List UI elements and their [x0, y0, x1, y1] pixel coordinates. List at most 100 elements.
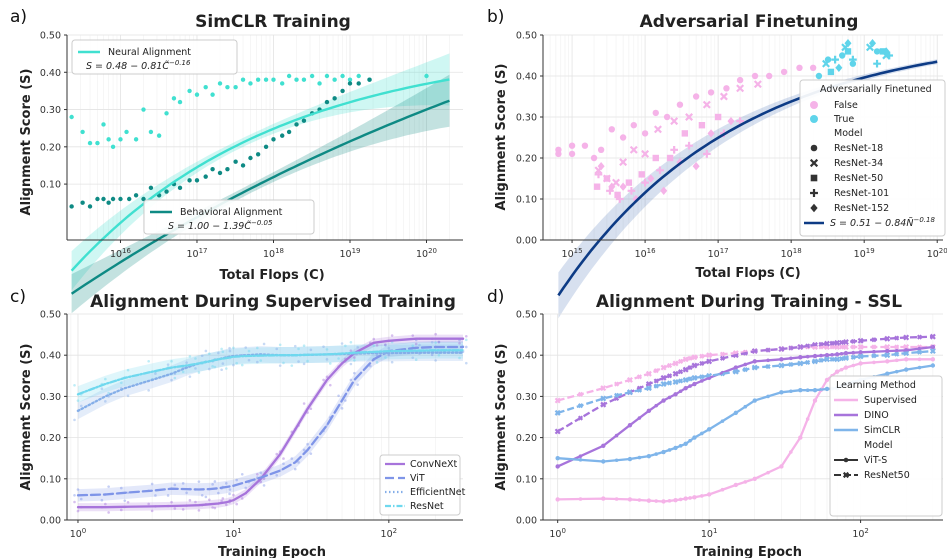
panel-c: c) Alignment During Supervised Training …: [10, 287, 468, 558]
data-point: [194, 367, 197, 370]
data-point: [736, 76, 744, 84]
data-point: [641, 178, 649, 187]
data-point: [166, 363, 170, 366]
data-point: [79, 497, 83, 501]
y-tick-label: 0.20: [40, 433, 61, 444]
data-point: [154, 372, 157, 375]
data-point: [147, 359, 150, 363]
data-point: [367, 77, 372, 82]
data-point: [224, 482, 228, 485]
fit-line: [70, 78, 450, 272]
x-tick-label: 1018: [781, 247, 802, 260]
data-point: [87, 204, 93, 209]
data-point: [107, 511, 110, 514]
data-point: [414, 342, 418, 346]
legend-label: EfficientNet: [410, 487, 466, 498]
panel-label: b): [487, 7, 504, 27]
panel-a: a) SimCLR Training Total Flops (C) Align…: [10, 7, 463, 314]
data-point: [317, 81, 322, 86]
data-point: [629, 145, 638, 154]
data-point: [256, 472, 259, 476]
data-point: [353, 359, 356, 362]
data-point: [340, 88, 345, 94]
y-tick-label: 0.50: [516, 31, 537, 42]
data-point: [187, 178, 192, 183]
data-point: [464, 345, 468, 349]
data-point: [822, 59, 830, 68]
x-tick-label: 101: [225, 527, 242, 540]
legend-marker: [810, 203, 818, 213]
y-axis-label: Alignment Score (S): [494, 64, 509, 211]
data-point: [656, 166, 664, 175]
data-point: [263, 144, 269, 150]
data-point: [73, 493, 76, 497]
panel-b: b) Adversarial Finetuning Total Flops (C…: [487, 7, 947, 319]
legend-marker: [809, 158, 819, 168]
data-point: [290, 364, 294, 367]
data-point: [302, 402, 306, 405]
data-point: [873, 59, 881, 68]
data-point: [809, 64, 817, 72]
data-point: [306, 359, 309, 363]
data-point: [349, 362, 353, 366]
data-point: [247, 358, 251, 362]
data-point: [185, 491, 188, 495]
data-point: [210, 166, 215, 172]
series-line: [76, 345, 465, 497]
data-point: [73, 383, 76, 387]
legend-label: True: [833, 114, 854, 125]
data-point: [141, 196, 146, 202]
data-point: [208, 498, 211, 502]
data-point: [118, 137, 123, 142]
data-point: [73, 500, 76, 504]
data-point: [685, 113, 694, 121]
data-point: [619, 158, 628, 167]
legend-marker: [810, 189, 818, 197]
data-point: [458, 356, 461, 360]
data-point: [235, 478, 238, 482]
data-point: [328, 362, 332, 365]
data-point: [147, 502, 150, 506]
data-point: [849, 55, 857, 64]
y-tick-label: 0.20: [40, 142, 61, 153]
data-point: [660, 186, 668, 195]
legend-label: Supervised: [864, 395, 917, 406]
data-point: [302, 448, 306, 452]
data-point: [555, 150, 562, 158]
data-point: [414, 358, 418, 362]
legend-label: ViT: [410, 473, 425, 484]
data-point: [69, 114, 74, 120]
data-point: [275, 473, 279, 477]
data-point: [286, 129, 292, 135]
data-point: [884, 335, 891, 342]
data-point: [641, 149, 650, 158]
data-point: [714, 113, 722, 121]
data-point: [347, 77, 353, 82]
data-point: [240, 472, 244, 476]
legend-swatch: [810, 101, 818, 109]
data-point: [297, 461, 300, 464]
data-point: [101, 196, 106, 202]
data-point: [262, 484, 266, 487]
y-tick-label: 0.50: [40, 310, 61, 321]
data-point: [293, 467, 297, 471]
legend-box: [71, 39, 238, 75]
data-point: [702, 150, 711, 158]
y-tick-label: 0.30: [516, 392, 537, 403]
x-tick-label: 101: [701, 527, 718, 540]
data-point: [256, 360, 259, 364]
data-point: [95, 196, 100, 202]
data-point: [301, 77, 307, 82]
data-point: [868, 39, 877, 48]
data-point: [849, 60, 857, 67]
data-point: [652, 154, 659, 162]
data-point: [430, 340, 434, 344]
data-point: [437, 340, 441, 344]
data-point: [653, 125, 662, 134]
data-point: [259, 471, 263, 475]
data-point: [188, 375, 192, 378]
data-point: [424, 73, 429, 79]
data-point: [702, 100, 711, 109]
data-point: [301, 118, 307, 123]
data-point: [418, 343, 421, 347]
